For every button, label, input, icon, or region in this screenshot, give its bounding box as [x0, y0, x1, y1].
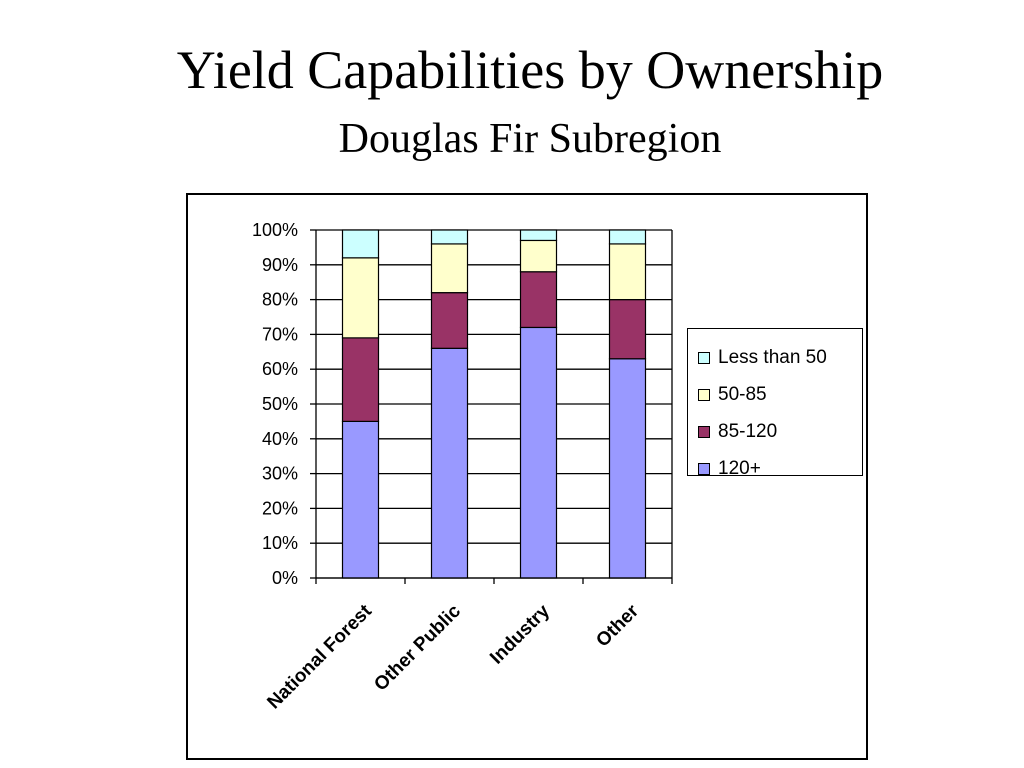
y-tick-label: 50%: [262, 394, 298, 414]
legend-label-50-85: 50-85: [718, 383, 767, 405]
legend-item-less-than-50: Less than 50: [698, 339, 862, 376]
bar-national-forest-120-plus: [341, 420, 380, 579]
bar-other-public-50-85: [430, 243, 469, 294]
bar-industry-less-than-50: [519, 229, 558, 242]
y-tick-label: 90%: [262, 255, 298, 275]
bar-national-forest-85-120: [341, 337, 380, 423]
legend-swatch-120-plus: [698, 462, 710, 475]
y-tick-label: 70%: [262, 324, 298, 344]
y-tick-label: 30%: [262, 464, 298, 484]
x-tick-label-national-forest: National Forest: [263, 600, 376, 713]
bar-industry-50-85: [519, 239, 558, 273]
x-tick-label-industry: Industry: [486, 600, 554, 668]
y-tick-label: 20%: [262, 498, 298, 518]
legend-item-50-85: 50-85: [698, 376, 862, 413]
legend-label-less-than-50: Less than 50: [718, 346, 827, 368]
legend-swatch-85-120: [698, 425, 710, 438]
chart-legend: Less than 50 50-85 85-120 120+: [687, 328, 863, 479]
bar-other-public-85-120: [430, 292, 469, 349]
bar-other-50-85: [608, 243, 647, 301]
y-tick-label: 100%: [252, 220, 298, 240]
legend-item-85-120: 85-120: [698, 413, 862, 450]
y-tick-label: 60%: [262, 359, 298, 379]
legend-swatch-less-than-50: [698, 351, 710, 364]
legend-swatch-50-85: [698, 388, 710, 401]
bar-other-public-120-plus: [430, 347, 469, 579]
bar-other-85-120: [608, 299, 647, 360]
bar-industry-120-plus: [519, 326, 558, 579]
bar-industry-85-120: [519, 271, 558, 329]
slide-subtitle: Douglas Fir Subregion: [338, 116, 722, 162]
y-tick-label: 80%: [262, 290, 298, 310]
bar-other-120-plus: [608, 358, 647, 579]
slide-title: Yield Capabilities by Ownership: [176, 40, 884, 100]
legend-item-120-plus: 120+: [698, 450, 862, 487]
x-tick-label-other: Other: [592, 600, 643, 651]
y-tick-label: 0%: [272, 568, 298, 588]
x-tick-label-other-public: Other Public: [370, 600, 465, 695]
y-tick-label: 10%: [262, 533, 298, 553]
y-tick-label: 40%: [262, 429, 298, 449]
legend-label-85-120: 85-120: [718, 420, 778, 442]
bar-national-forest-50-85: [341, 257, 380, 339]
bar-other-less-than-50: [608, 229, 647, 245]
legend-label-120-plus: 120+: [718, 457, 761, 479]
bar-national-forest-less-than-50: [341, 229, 380, 259]
bar-other-public-less-than-50: [430, 229, 469, 245]
